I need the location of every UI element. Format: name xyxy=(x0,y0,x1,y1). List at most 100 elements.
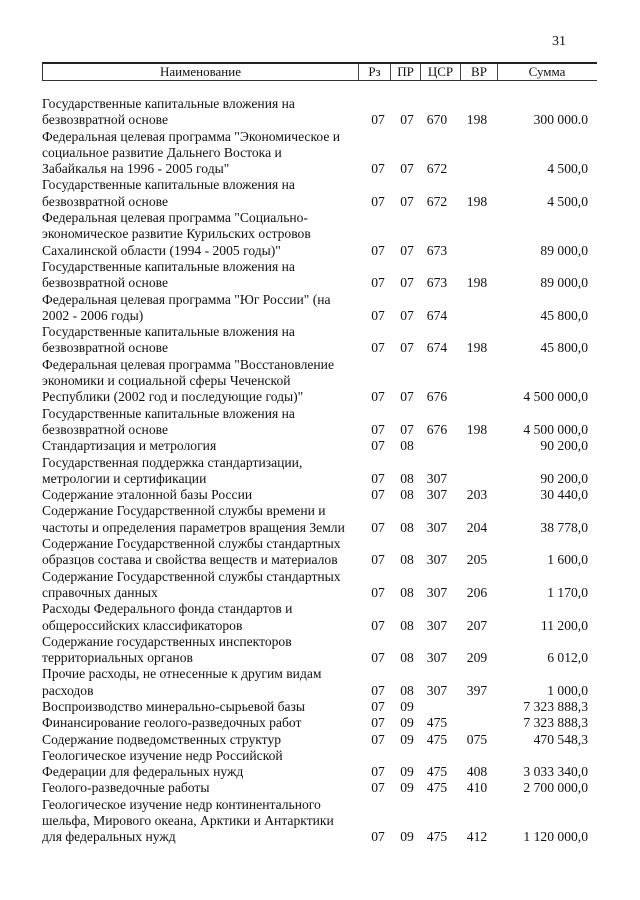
table-header: Наименование Рз ПР ЦСР ВР Сумма xyxy=(42,62,597,81)
row-vr: 198 xyxy=(466,193,488,209)
row-pr: 08 xyxy=(400,552,414,568)
row-pr: 09 xyxy=(400,698,414,714)
row-name: Федеральная целевая программа "Юг России… xyxy=(42,292,362,325)
row-sum: 1 120 000,0 xyxy=(523,829,588,845)
row-sum: 90 200,0 xyxy=(540,470,588,486)
row-name-line: Финансирование геолого-разведочных работ xyxy=(42,715,302,731)
row-vr: 410 xyxy=(466,780,488,796)
row-name-line: Стандартизация и метрология xyxy=(42,438,217,454)
table-row: Содержание Государственной службы времен… xyxy=(42,503,602,536)
row-name: Государственная поддержка стандартизации… xyxy=(42,455,362,488)
row-vr: 198 xyxy=(466,421,488,437)
row-rz: 07 xyxy=(371,698,385,714)
row-name: Федеральная целевая программа "Восстанов… xyxy=(42,357,362,406)
row-name-line: образцов состава и свойства веществ и ма… xyxy=(42,552,338,568)
row-sum: 4 500 000,0 xyxy=(523,389,588,405)
row-pr: 07 xyxy=(400,112,414,128)
row-vr: 209 xyxy=(466,650,488,666)
row-name: Государственные капитальные вложения на б… xyxy=(42,177,362,210)
table-row: Федеральная целевая программа "Социально… xyxy=(42,210,602,259)
row-csr: 475 xyxy=(426,731,448,747)
row-name: Содержание Государственной службы станда… xyxy=(42,536,362,569)
row-csr: 673 xyxy=(426,242,448,258)
table-row: Стандартизация и метрология 07 08 90 200,0 xyxy=(42,438,602,454)
row-name-line: расходов xyxy=(42,682,94,698)
table-body: Государственные капитальные вложения на б… xyxy=(42,96,602,846)
row-sum: 30 440,0 xyxy=(540,487,588,503)
row-name-line: Прочие расходы, не отнесенные к другим в… xyxy=(42,666,322,682)
row-sum: 89 000,0 xyxy=(540,242,588,258)
row-name: Геологическое изучение недр континенталь… xyxy=(42,797,362,846)
row-sum: 300 000.0 xyxy=(533,112,588,128)
row-name-line: Забайкалья на 1996 - 2005 годы" xyxy=(42,161,230,177)
row-name: Государственные капитальные вложения на б… xyxy=(42,259,362,292)
row-name-line: безвозвратной основе xyxy=(42,340,168,356)
table-row: Государственные капитальные вложения на б… xyxy=(42,324,602,357)
header-pr: ПР xyxy=(391,64,421,80)
row-vr: 207 xyxy=(466,617,488,633)
table-row: Воспроизводство минерально-сырьевой базы… xyxy=(42,699,602,715)
table-row: Содержание подведомственных структур 07 09… xyxy=(42,732,602,748)
row-name: Воспроизводство минерально-сырьевой базы xyxy=(42,699,362,715)
row-pr: 07 xyxy=(400,389,414,405)
table-row: Содержание Государственной службы станда… xyxy=(42,569,602,602)
row-name-line: справочных данных xyxy=(42,584,158,600)
table-row: Содержание Государственной службы станда… xyxy=(42,536,602,569)
table-row: Государственные капитальные вложения на б… xyxy=(42,177,602,210)
row-sum: 1 600,0 xyxy=(547,552,588,568)
row-name-line: безвозвратной основе xyxy=(42,193,168,209)
row-name-line: Содержание Государственной службы времен… xyxy=(42,503,326,519)
row-name-line: Геологическое изучение недр континенталь… xyxy=(42,796,321,812)
row-name: Геологическое изучение недр Российской Фе… xyxy=(42,748,362,781)
row-name-line: Расходы Федерального фонда стандартов и xyxy=(42,601,293,617)
row-pr: 08 xyxy=(400,584,414,600)
row-name: Финансирование геолого-разведочных работ xyxy=(42,715,362,731)
row-name-line: шельфа, Мирового океана, Арктики и Антар… xyxy=(42,813,334,829)
row-sum: 38 778,0 xyxy=(540,519,588,535)
row-name-line: экономики и социальной сферы Чеченской xyxy=(42,373,291,389)
row-name: Государственные капитальные вложения на б… xyxy=(42,324,362,357)
row-csr: 676 xyxy=(426,421,448,437)
row-pr: 07 xyxy=(400,275,414,291)
row-csr: 475 xyxy=(426,829,448,845)
row-sum: 45 800,0 xyxy=(540,307,588,323)
table-row: Федеральная целевая программа "Восстанов… xyxy=(42,357,602,406)
row-pr: 09 xyxy=(400,764,414,780)
row-rz: 07 xyxy=(371,389,385,405)
header-vr: ВР xyxy=(461,64,498,80)
row-pr: 07 xyxy=(400,421,414,437)
table-row: Государственные капитальные вложения на б… xyxy=(42,406,602,439)
row-rz: 07 xyxy=(371,731,385,747)
row-pr: 08 xyxy=(400,470,414,486)
table-row: Прочие расходы, не отнесенные к другим в… xyxy=(42,666,602,699)
row-pr: 07 xyxy=(400,307,414,323)
row-sum: 2 700 000,0 xyxy=(523,780,588,796)
row-rz: 07 xyxy=(371,307,385,323)
row-rz: 07 xyxy=(371,421,385,437)
row-name-line: Содержание подведомственных структур xyxy=(42,731,282,747)
table-row: Федеральная целевая программа "Экономиче… xyxy=(42,129,602,178)
row-name-line: экономическое развитие Курильских остров… xyxy=(42,226,311,242)
row-name-line: Государственные капитальные вложения на xyxy=(42,324,295,340)
row-pr: 07 xyxy=(400,193,414,209)
row-csr: 307 xyxy=(426,487,448,503)
row-vr: 203 xyxy=(466,487,488,503)
row-sum: 4 500 000,0 xyxy=(523,421,588,437)
table-row: Государственные капитальные вложения на б… xyxy=(42,96,602,129)
row-name-line: Республики (2002 год и последующие годы)… xyxy=(42,389,304,405)
row-pr: 08 xyxy=(400,487,414,503)
row-vr: 204 xyxy=(466,519,488,535)
row-rz: 07 xyxy=(371,112,385,128)
table-row: Геолого-разведочные работы 07 09 475 410 2 70… xyxy=(42,780,602,796)
row-rz: 07 xyxy=(371,161,385,177)
row-pr: 08 xyxy=(400,617,414,633)
row-pr: 08 xyxy=(400,650,414,666)
row-name-line: для федеральных нужд xyxy=(42,829,176,845)
row-name-line: Федерации для федеральных нужд xyxy=(42,764,244,780)
row-vr: 198 xyxy=(466,340,488,356)
row-name-line: 2002 - 2006 годы) xyxy=(42,307,144,323)
row-vr: 075 xyxy=(466,731,488,747)
row-sum: 1 170,0 xyxy=(547,584,588,600)
